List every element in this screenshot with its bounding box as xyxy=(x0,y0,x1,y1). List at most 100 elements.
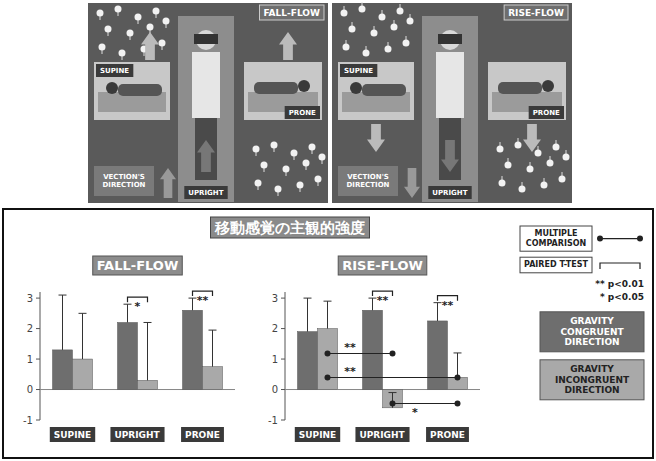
posture-label: PRONE xyxy=(533,109,560,117)
posture-label: SUPINE xyxy=(100,67,129,75)
supine-photo xyxy=(94,62,170,120)
category-label-box xyxy=(50,427,95,442)
y-axis xyxy=(40,292,41,420)
stimulus-dot xyxy=(255,180,262,187)
arrow xyxy=(197,140,215,172)
panel-title-box xyxy=(338,256,427,275)
arrow xyxy=(141,32,159,60)
legend-multiple-box xyxy=(520,226,592,251)
significance-label: ** xyxy=(197,294,209,307)
stimulus-dot xyxy=(397,8,404,15)
significance-label: ** xyxy=(344,341,356,354)
legend-significance: ** p<0.01 xyxy=(595,279,644,289)
legend-series-group: GRAVITYINCONGRUENTDIRECTION xyxy=(540,360,644,400)
arrow xyxy=(523,124,541,152)
panel-title-group: FALL-FLOW xyxy=(93,256,183,275)
torso xyxy=(192,52,220,118)
error-bar xyxy=(307,298,308,332)
significance-label: * xyxy=(135,300,141,313)
legend-series-group: GRAVITYCONGRUENTDIRECTION xyxy=(540,312,644,352)
y-tick xyxy=(36,328,40,329)
bar xyxy=(53,350,73,390)
posture-label: UPRIGHT xyxy=(432,189,467,197)
panel: RISE-FLOW-10123SUPINEUPRIGHTPRONE*******… xyxy=(268,256,480,442)
error-cap xyxy=(434,302,442,303)
posture-label-box xyxy=(96,64,133,77)
error-cap xyxy=(189,298,197,299)
stimulus-dot xyxy=(297,182,304,189)
legend-paired-group: PAIRED T-TEST xyxy=(520,257,592,273)
stimulus-dot xyxy=(291,150,298,157)
significance-label: ** xyxy=(377,294,389,307)
scene-title-group: RISE-FLOW xyxy=(504,5,568,20)
scene-title-box xyxy=(260,5,324,20)
stimulus-dot xyxy=(363,50,370,57)
stimulus-dot xyxy=(343,44,350,51)
stimulus-dot xyxy=(147,24,154,31)
arrow xyxy=(404,168,420,198)
lying-head xyxy=(106,82,118,94)
error-cap xyxy=(79,313,87,314)
stimulus-dot xyxy=(261,162,268,169)
bar xyxy=(383,390,403,408)
y-tick xyxy=(36,359,40,360)
y-tick xyxy=(36,389,40,390)
category-label-box xyxy=(295,427,340,442)
error-bar xyxy=(457,353,458,377)
legend-multiple-sample xyxy=(600,238,640,239)
stimulus-dot xyxy=(359,6,366,13)
scene: SUPINEUPRIGHTPRONERISE-FLOWVECTION'SDIRE… xyxy=(332,2,572,203)
lying-body xyxy=(498,82,542,94)
headset xyxy=(438,34,462,44)
category-label: UPRIGHT xyxy=(359,430,405,440)
stimulus-dot xyxy=(319,154,326,161)
y-tick-label: 1 xyxy=(27,354,33,365)
category-label-box xyxy=(355,427,409,442)
direction-label: VECTION'SDIRECTION xyxy=(347,173,390,189)
error-cap xyxy=(144,322,152,323)
chart-title-box xyxy=(211,217,370,238)
significance-label: ** xyxy=(442,299,454,312)
stimulus-dot xyxy=(391,24,398,31)
upright-photo xyxy=(422,16,478,202)
stimulus-dot xyxy=(105,26,112,33)
bar xyxy=(298,332,318,390)
error-bar xyxy=(82,313,83,359)
stimulus-dot xyxy=(519,186,526,193)
y-tick-label: 0 xyxy=(272,384,278,395)
stimulus-dot xyxy=(115,6,122,13)
y-tick xyxy=(281,359,285,360)
upright-photo xyxy=(178,16,234,202)
y-tick xyxy=(281,298,285,299)
posture-label-box xyxy=(340,64,377,77)
y-tick xyxy=(36,298,40,299)
stimulus-dot xyxy=(127,30,134,37)
stimulus-dot xyxy=(253,146,260,153)
stimulus-dot xyxy=(283,166,290,173)
lying-body xyxy=(118,84,162,96)
posture-label-box xyxy=(428,186,471,199)
stimulus-dot xyxy=(163,18,170,25)
posture-label-box xyxy=(184,186,227,199)
legend-multiple-dot xyxy=(637,236,643,242)
error-cap xyxy=(454,352,462,353)
stimulus-dot xyxy=(403,40,410,47)
arrow xyxy=(160,168,176,198)
multiple-comparison-line xyxy=(393,403,458,404)
stimulus-dot xyxy=(135,14,142,21)
stimulus-dot xyxy=(527,166,534,173)
bar xyxy=(428,321,448,390)
posture-label: PRONE xyxy=(289,109,316,117)
category-label-group: UPRIGHT xyxy=(110,427,164,442)
significance-label: * xyxy=(412,406,418,419)
y-tick-label: 2 xyxy=(27,323,33,334)
stimulus-dot xyxy=(499,180,506,187)
lying-body xyxy=(254,82,298,94)
legend-series-line: DIRECTION xyxy=(564,337,619,347)
error-bar xyxy=(147,322,148,380)
legend-multiple-line: MULTIPLE xyxy=(534,229,577,238)
legend-paired-box xyxy=(520,257,592,273)
category-label-box xyxy=(181,427,224,442)
legend-series: GRAVITYINCONGRUENTDIRECTION xyxy=(555,364,630,396)
bar xyxy=(118,322,138,389)
